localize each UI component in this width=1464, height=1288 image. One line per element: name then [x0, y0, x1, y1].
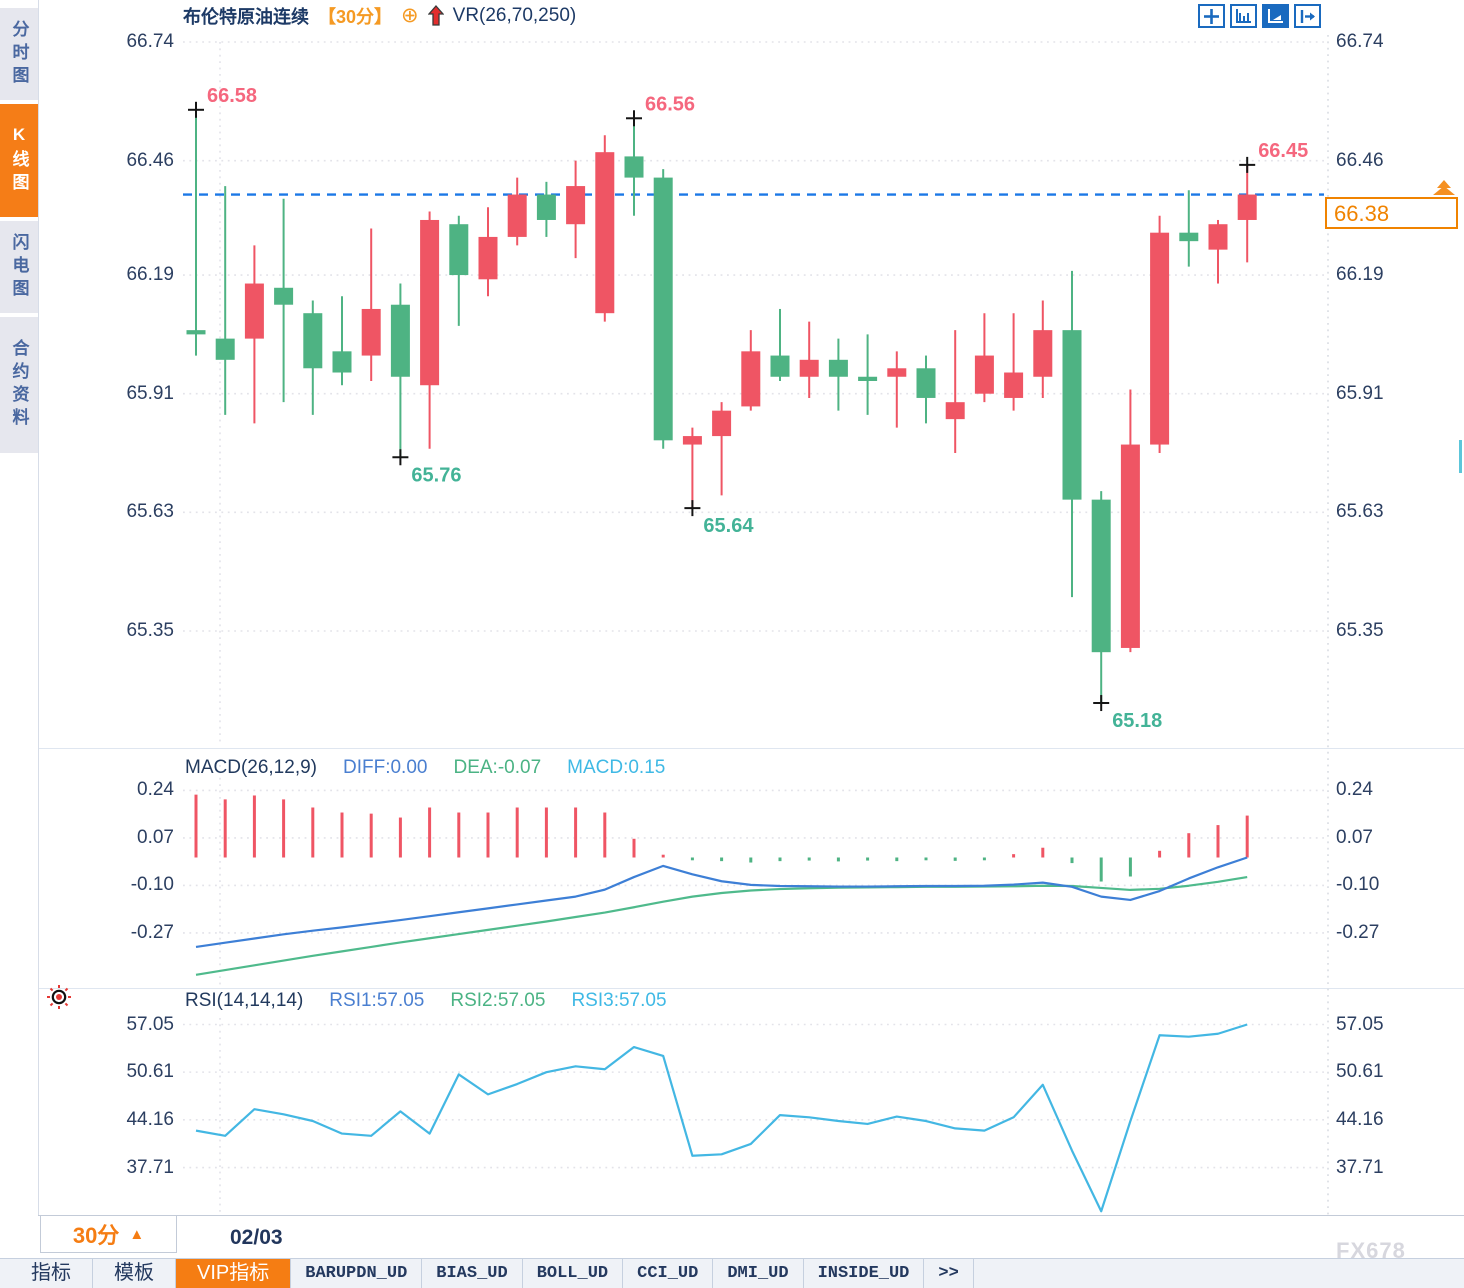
macd-dea-readout: DEA:-0.07 [453, 757, 542, 778]
tab-指标[interactable]: 指标 [10, 1259, 93, 1288]
panel-separator-1 [38, 748, 1464, 749]
price-tick-right-2: 66.19 [1336, 264, 1384, 286]
price-tick-left-4: 65.63 [126, 501, 174, 523]
macd-tick-right-1: 0.07 [1336, 826, 1373, 848]
sidebar-item-3[interactable]: 闪电图 [0, 221, 38, 313]
price-tick-right-3: 65.91 [1336, 382, 1384, 404]
macd-tick-right-0: 0.24 [1336, 779, 1373, 801]
vr-indicator-label[interactable]: VR(26,70,250) [452, 5, 577, 26]
chart-style-icon[interactable] [1262, 4, 1289, 28]
macd-title-row: MACD(26,12,9) DIFF:0.00 DEA:-0.07 MACD:0… [185, 757, 665, 779]
rsi2-readout: RSI2:57.05 [450, 990, 546, 1011]
move-cross-icon[interactable] [1198, 4, 1225, 28]
price-tick-right-5: 65.35 [1336, 620, 1384, 641]
sun-marker-icon[interactable] [46, 984, 72, 1015]
rsi-tick-right-1: 50.61 [1336, 1061, 1384, 1083]
rsi3-readout: RSI3:57.05 [571, 990, 667, 1011]
macd-tick-left-1: 0.07 [137, 826, 174, 848]
svg-text:66.45: 66.45 [1258, 140, 1308, 162]
sidebar-item-1[interactable]: 分时图 [0, 8, 38, 100]
sidebar-item-4[interactable]: 合约资料 [0, 317, 38, 453]
rsi-tick-left-0: 57.05 [126, 1013, 174, 1035]
tab-vip指标[interactable]: VIP指标 [176, 1259, 292, 1288]
panel-separator-2 [38, 988, 1464, 989]
tab-模板[interactable]: 模板 [93, 1259, 176, 1288]
tab-bias_ud[interactable]: BIAS_UD [422, 1259, 523, 1288]
price-tick-right-4: 65.63 [1336, 501, 1384, 523]
rsi-tick-right-2: 44.16 [1336, 1108, 1384, 1130]
chart-toolbar [1198, 4, 1321, 28]
macd-tick-right-3: -0.27 [1336, 921, 1380, 943]
rsi-tick-left-2: 44.16 [126, 1108, 174, 1130]
symbol-title: 布伦特原油连续 [183, 7, 309, 27]
rsi-title: RSI(14,14,14) [185, 990, 304, 1011]
price-tick-right-1: 66.46 [1336, 149, 1384, 171]
rsi-tick-right-3: 37.71 [1336, 1156, 1384, 1178]
period-up-triangle-icon: ▲ [129, 1225, 145, 1243]
svg-text:66.56: 66.56 [645, 93, 695, 115]
axis-scale-icon[interactable] [1230, 4, 1257, 28]
price-tick-left-5: 65.35 [126, 620, 174, 641]
svg-text:65.76: 65.76 [411, 464, 461, 486]
rsi-title-row: RSI(14,14,14) RSI1:57.05 RSI2:57.05 RSI3… [185, 990, 667, 1012]
period-selector[interactable]: 30分 ▲ [40, 1215, 177, 1253]
x-axis-date-label: 02/03 [230, 1226, 283, 1249]
circle-plus-icon[interactable]: ⊕ [401, 4, 419, 27]
tab-inside_ud[interactable]: INSIDE_UD [804, 1259, 925, 1288]
indicator-tabbar: 指标 模板 VIP指标 BARUPDN_UD BIAS_UD BOLL_UD CCI_UD D… [0, 1258, 1464, 1288]
price-tick-left-2: 66.19 [126, 264, 174, 286]
bottom-status-row: 30分 ▲ 02/03 [38, 1215, 1464, 1258]
rsi-tick-left-3: 37.71 [126, 1156, 174, 1178]
macd-tick-left-0: 0.24 [137, 779, 174, 801]
svg-text:65.18: 65.18 [1112, 710, 1162, 732]
chart-header: 布伦特原油连续 【30分】 ⊕ VR(26,70,250) [183, 2, 576, 30]
macd-tick-left-3: -0.27 [130, 921, 174, 943]
price-tick-left-3: 65.91 [126, 382, 174, 404]
macd-diff-readout: DIFF:0.00 [343, 757, 428, 778]
tab-barupdn_ud[interactable]: BARUPDN_UD [291, 1259, 423, 1288]
scrollbar-fragment[interactable] [1459, 440, 1462, 473]
price-tick-left-0: 66.74 [126, 31, 174, 52]
period-badge[interactable]: 【30分】 [318, 7, 393, 27]
svg-text:66.58: 66.58 [207, 85, 257, 107]
sidebar-item-2[interactable]: K线图 [0, 104, 38, 217]
period-selector-label: 30分 [72, 1223, 120, 1248]
macd-tick-right-2: -0.10 [1336, 874, 1380, 896]
fx678-watermark: FX678 [1336, 1238, 1406, 1263]
rsi1-readout: RSI1:57.05 [329, 990, 425, 1011]
tab-cci_ud[interactable]: CCI_UD [623, 1259, 714, 1288]
left-sidebar: 分时图 K线图闪电图合约资料 [0, 0, 39, 1258]
price-tick-right-0: 66.74 [1336, 31, 1384, 52]
tab-dmi_ud[interactable]: DMI_UD [713, 1259, 804, 1288]
exit-right-icon[interactable] [1294, 4, 1321, 28]
tab-boll_ud[interactable]: BOLL_UD [523, 1259, 624, 1288]
svg-text:65.64: 65.64 [703, 515, 754, 537]
price-tick-left-1: 66.46 [126, 149, 174, 171]
rsi-tick-right-0: 57.05 [1336, 1013, 1384, 1035]
macd-title: MACD(26,12,9) [185, 757, 317, 778]
tab-more[interactable]: >> [924, 1259, 974, 1288]
rsi-tick-left-1: 50.61 [126, 1061, 174, 1083]
macd-tick-left-2: -0.10 [130, 874, 174, 896]
current-price-tag[interactable]: 66.38 [1325, 197, 1458, 229]
price-up-marker-icon [1431, 180, 1457, 197]
red-up-arrow-icon [427, 5, 444, 27]
macd-macd-readout: MACD:0.15 [567, 757, 666, 778]
